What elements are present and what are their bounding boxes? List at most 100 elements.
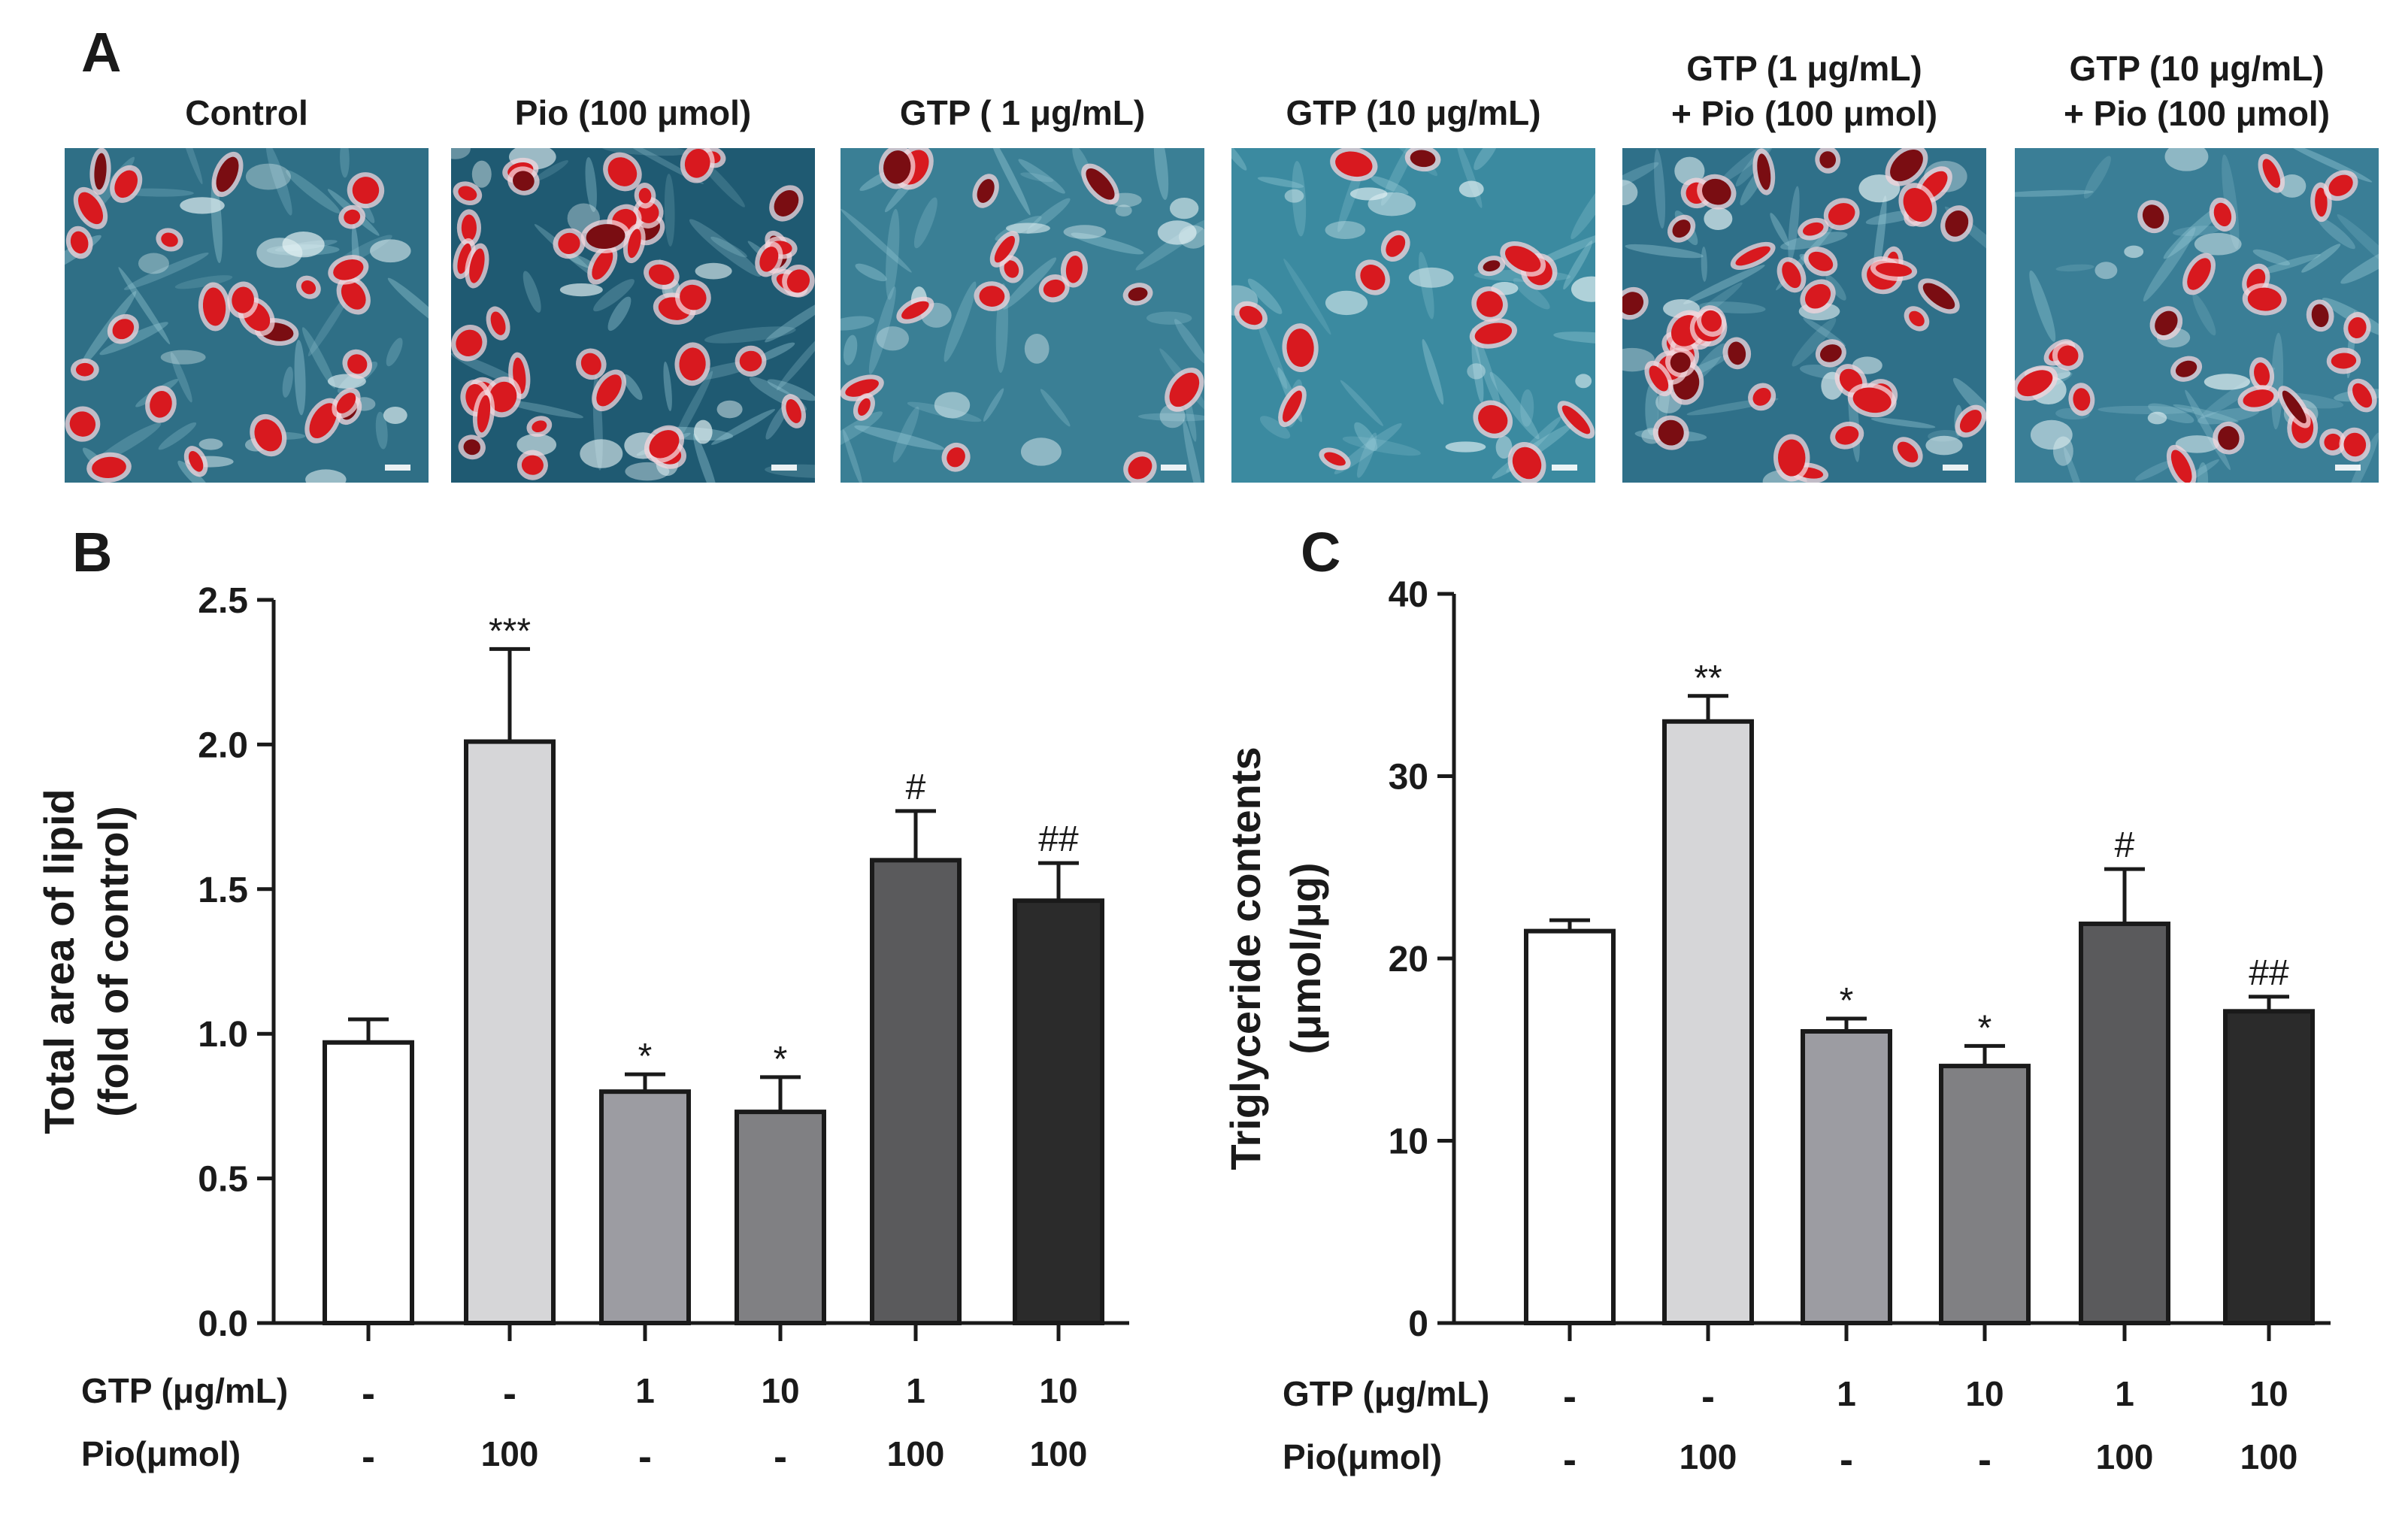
pale-cell xyxy=(471,160,492,188)
pale-cell xyxy=(2204,374,2250,390)
cell-streak xyxy=(1020,172,1054,183)
cell-streak xyxy=(593,279,635,312)
cell-streak xyxy=(868,286,896,374)
condition-value: - xyxy=(638,1434,652,1479)
micrograph-label: GTP (10 μg/mL) xyxy=(2069,49,2324,88)
lipid-droplet xyxy=(786,399,801,423)
lipid-droplet xyxy=(1782,262,1801,289)
cell-streak xyxy=(1146,311,1192,325)
lipid-droplet xyxy=(1169,372,1200,407)
pale-cell xyxy=(245,163,291,190)
cell-streak xyxy=(765,295,815,343)
bar xyxy=(1801,1029,1892,1325)
lipid-droplet xyxy=(521,455,544,475)
lipid-droplet xyxy=(1474,322,1513,344)
lipid-droplet xyxy=(1239,305,1263,325)
lipid-droplet xyxy=(1945,210,1969,237)
cell-streak xyxy=(767,379,815,401)
cell-streak xyxy=(1520,389,1534,427)
micrograph-label: Pio (100 μmol) xyxy=(515,93,751,132)
pale-cell xyxy=(934,392,971,419)
micrograph-6 xyxy=(2015,148,2379,483)
micrograph-label: GTP ( 1 μg/mL) xyxy=(900,93,1145,132)
lipid-droplet xyxy=(1728,341,1746,365)
lipid-droplet xyxy=(77,192,104,225)
cell-streak xyxy=(841,316,875,331)
bar xyxy=(1939,1064,2031,1325)
cell-streak xyxy=(944,281,977,362)
lipid-droplet xyxy=(1819,151,1837,168)
significance-label: * xyxy=(774,1040,788,1079)
lipid-droplet xyxy=(341,281,366,310)
cell-streak xyxy=(1342,436,1421,456)
cell-streak xyxy=(1625,244,1704,259)
cell-streak xyxy=(607,296,632,332)
lipid-droplet xyxy=(648,264,674,285)
lipid-droplet xyxy=(883,150,911,184)
micrograph-5 xyxy=(1622,148,1986,483)
lipid-droplet xyxy=(463,439,480,456)
lipid-droplet xyxy=(2243,389,2274,407)
cell-streak xyxy=(1788,186,1800,263)
cell-streak xyxy=(1825,274,1846,301)
lipid-droplet xyxy=(774,190,799,216)
lipid-droplet xyxy=(679,347,706,381)
pale-cell xyxy=(1157,220,1197,245)
pale-cell xyxy=(559,283,603,297)
cell-streak xyxy=(1780,232,1848,250)
cell-streak xyxy=(1553,332,1595,344)
lipid-droplet xyxy=(1335,151,1373,177)
lipid-droplet xyxy=(1803,222,1824,236)
condition-value: 100 xyxy=(1030,1434,1088,1473)
lipid-droplet xyxy=(336,392,356,413)
chart-b: B 0.0 0.5 1.0 1.5 2.0 2.5 Total area of lipid (f… xyxy=(35,521,1129,1479)
panel-letter-b: B xyxy=(72,521,112,583)
cell-streak xyxy=(1183,419,1204,483)
cell-streak xyxy=(1340,380,1384,426)
cell-streak xyxy=(1701,247,1707,282)
lipid-droplet xyxy=(2218,425,2240,450)
cell-streak xyxy=(158,422,197,450)
cell-streak xyxy=(711,409,776,445)
lipid-droplet xyxy=(94,153,107,190)
lipid-droplet xyxy=(1043,279,1065,298)
scale-bar xyxy=(2335,465,2361,471)
lipid-droplet xyxy=(2254,362,2270,386)
lipid-droplet xyxy=(2142,204,2164,229)
scale-bar xyxy=(771,465,797,471)
lipid-droplet xyxy=(1670,352,1691,373)
cell-streak xyxy=(2301,244,2341,273)
condition-value: 100 xyxy=(481,1434,539,1473)
lipid-droplet xyxy=(1897,441,1919,463)
cell-streak xyxy=(294,339,306,416)
lipid-droplet xyxy=(2311,304,2329,328)
cell-streak xyxy=(1071,232,1144,255)
significance-label: *** xyxy=(489,611,531,651)
lipid-droplet xyxy=(1922,283,1955,310)
condition-value: 1 xyxy=(1837,1374,1856,1413)
lipid-droplet xyxy=(596,374,622,407)
lipid-droplet xyxy=(592,250,613,280)
cell-streak xyxy=(123,253,209,290)
scale-bar xyxy=(1943,465,1968,471)
condition-value: - xyxy=(1840,1437,1853,1482)
lipid-droplet xyxy=(684,148,710,178)
cell-streak xyxy=(854,425,944,450)
cell-streak xyxy=(301,327,336,389)
cell-streak xyxy=(174,275,233,289)
lipid-droplet xyxy=(2282,390,2307,424)
cell-streak xyxy=(1770,213,1789,247)
lipid-droplet xyxy=(1128,287,1148,301)
pale-cell xyxy=(2175,435,2219,453)
lipid-droplet xyxy=(202,287,226,326)
condition-value: - xyxy=(362,1371,375,1416)
pale-cell xyxy=(1325,290,1368,316)
lipid-droplet xyxy=(1483,260,1501,272)
lipid-droplet xyxy=(638,187,652,204)
lipid-droplet xyxy=(759,247,779,272)
cell-streak xyxy=(2135,460,2175,481)
cell-streak xyxy=(1018,159,1065,194)
bar xyxy=(870,858,962,1325)
lipid-droplet xyxy=(586,224,625,250)
pale-cell xyxy=(383,406,407,425)
